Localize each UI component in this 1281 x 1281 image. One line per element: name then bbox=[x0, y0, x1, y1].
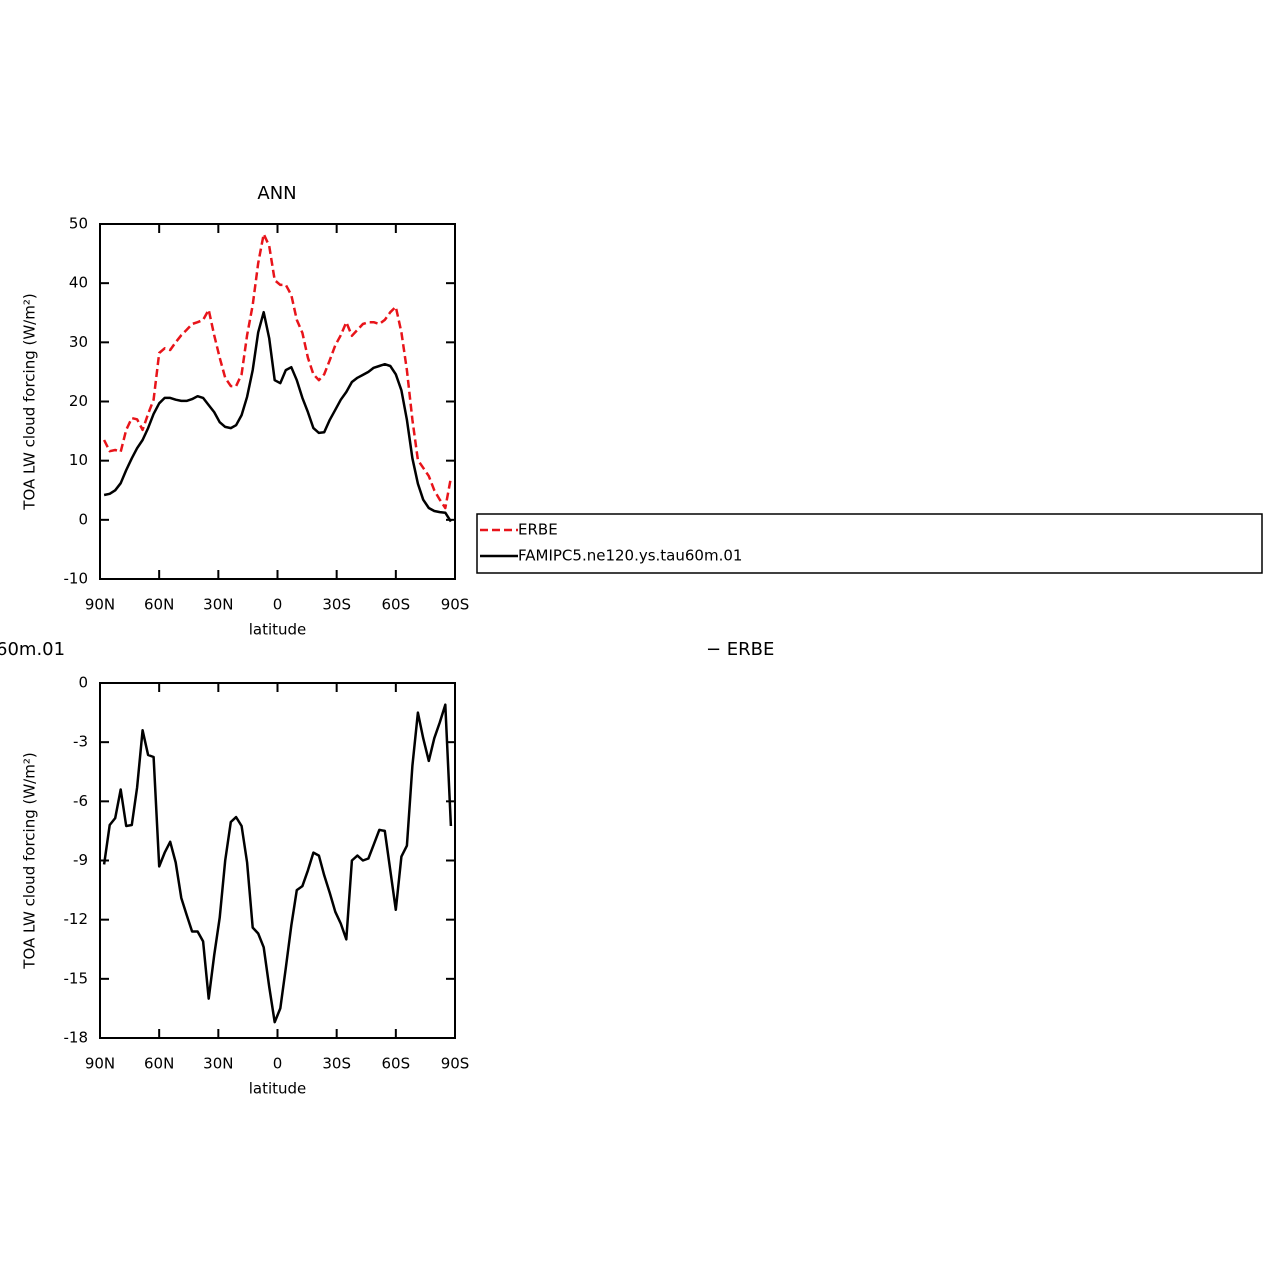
y-tick-label: -15 bbox=[64, 969, 89, 987]
legend-label: FAMIPC5.ne120.ys.tau60m.01 bbox=[518, 547, 742, 565]
x-tick-label: 30N bbox=[203, 596, 233, 614]
y-tick-label: 30 bbox=[69, 333, 88, 351]
y-axis-label: TOA LW cloud forcing (W/m²) bbox=[21, 293, 39, 510]
legend-label: ERBE bbox=[518, 521, 558, 539]
x-tick-label: 30S bbox=[322, 596, 351, 614]
y-tick-label: -12 bbox=[64, 910, 89, 928]
y-tick-label: 0 bbox=[78, 674, 88, 692]
x-axis-label: latitude bbox=[249, 621, 307, 639]
plot-frame bbox=[99, 223, 456, 580]
x-tick-label: 60N bbox=[144, 596, 174, 614]
y-tick-label: -6 bbox=[73, 792, 88, 810]
chart-title-left: 60m.01 bbox=[0, 639, 65, 660]
x-tick-label: 30S bbox=[322, 1055, 351, 1073]
y-tick-label: -18 bbox=[64, 1029, 89, 1047]
x-axis-label: latitude bbox=[249, 1080, 307, 1098]
x-tick-label: 90S bbox=[441, 1055, 470, 1073]
y-tick-label: -9 bbox=[73, 851, 88, 869]
x-tick-label: 60S bbox=[382, 1055, 411, 1073]
x-tick-label: 60N bbox=[144, 1055, 174, 1073]
x-tick-label: 90N bbox=[85, 1055, 115, 1073]
y-tick-label: 40 bbox=[69, 274, 88, 292]
y-tick-label: 50 bbox=[69, 215, 88, 233]
y-axis-label: TOA LW cloud forcing (W/m²) bbox=[21, 752, 39, 969]
data-line bbox=[102, 232, 453, 510]
data-line bbox=[102, 703, 453, 1024]
x-tick-label: 90S bbox=[441, 596, 470, 614]
legend-box bbox=[476, 513, 1263, 574]
x-tick-label: 60S bbox=[382, 596, 411, 614]
chart-title: ANN bbox=[257, 183, 296, 204]
y-tick-label: 10 bbox=[69, 451, 88, 469]
x-tick-label: 90N bbox=[85, 596, 115, 614]
x-tick-label: 0 bbox=[273, 1055, 283, 1073]
y-tick-label: 20 bbox=[69, 392, 88, 410]
y-tick-label: -10 bbox=[64, 570, 89, 588]
y-tick-label: 0 bbox=[78, 510, 88, 528]
x-tick-label: 30N bbox=[203, 1055, 233, 1073]
x-tick-label: 0 bbox=[273, 596, 283, 614]
data-line bbox=[103, 310, 452, 523]
y-tick-label: -3 bbox=[73, 733, 88, 751]
chart-title-right: − ERBE bbox=[706, 639, 774, 660]
